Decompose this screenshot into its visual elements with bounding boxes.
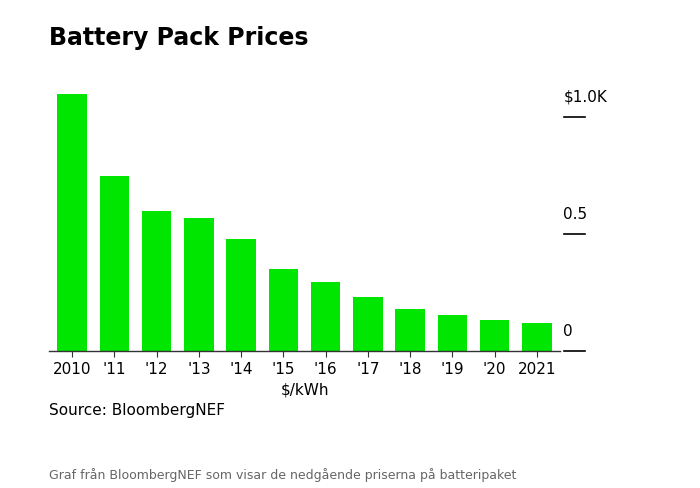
Bar (395, 309, 425, 351)
Text: 0.5: 0.5 (564, 207, 587, 222)
Bar (226, 239, 256, 351)
Bar (184, 218, 213, 351)
Bar (99, 176, 130, 351)
Text: Source: BloombergNEF: Source: BloombergNEF (49, 403, 225, 418)
Bar (522, 323, 552, 351)
Text: 0: 0 (564, 324, 573, 339)
X-axis label: $/kWh: $/kWh (280, 382, 329, 397)
Bar (480, 320, 510, 351)
Bar (438, 315, 467, 351)
Text: Graf från BloombergNEF som visar de nedgående priserna på batteripaket: Graf från BloombergNEF som visar de nedg… (49, 468, 517, 483)
Text: $1.0K: $1.0K (564, 90, 608, 105)
Bar (57, 94, 87, 351)
Bar (269, 269, 298, 351)
Bar (353, 298, 383, 351)
Text: Battery Pack Prices: Battery Pack Prices (49, 26, 309, 50)
Bar (142, 211, 172, 351)
Bar (311, 282, 340, 351)
